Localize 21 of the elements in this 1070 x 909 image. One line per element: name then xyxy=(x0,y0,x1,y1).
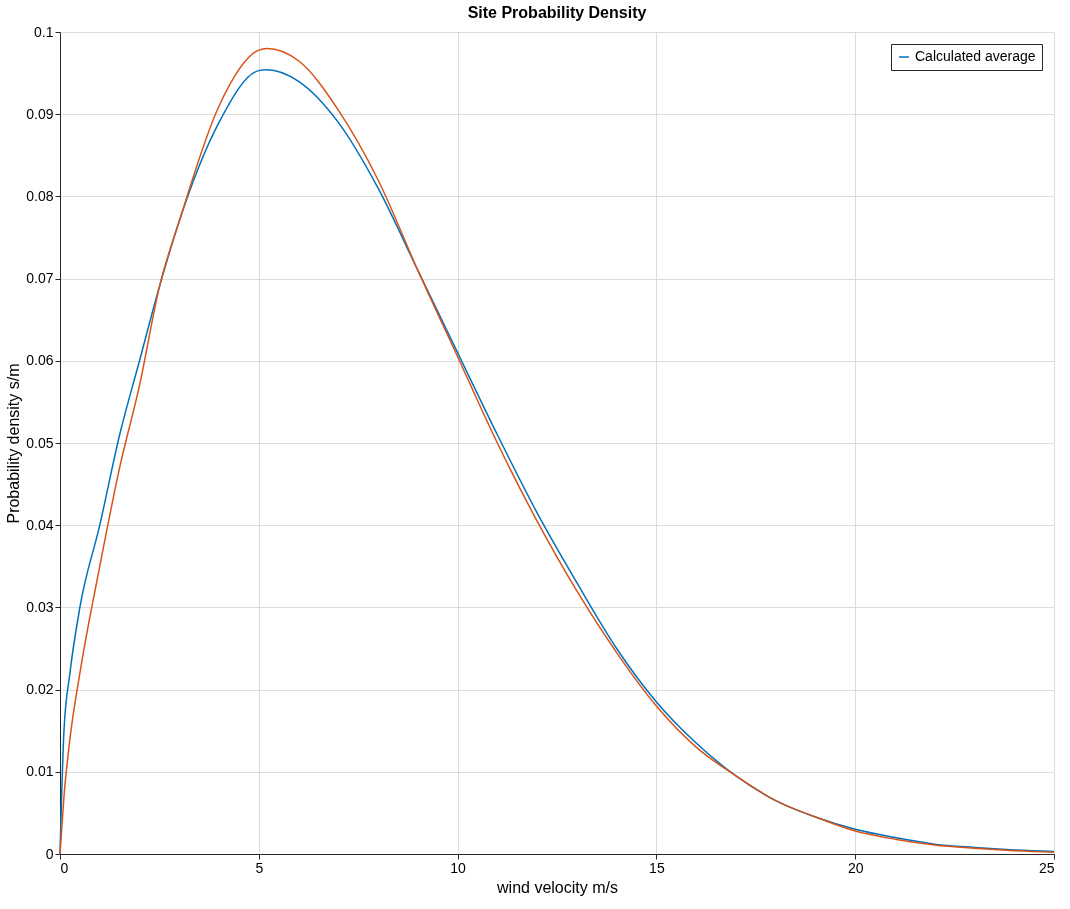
x-tick-label: 25 xyxy=(1038,859,1055,876)
y-tick-label: 0.07 xyxy=(26,270,54,287)
y-tick-label: 0.02 xyxy=(26,681,54,698)
x-tick-label: 10 xyxy=(450,859,467,876)
x-tick-label: 20 xyxy=(847,859,864,876)
y-tick-label: 0.01 xyxy=(26,763,54,780)
chart-title: Site Probability Density xyxy=(467,4,647,21)
x-axis-title: wind velocity m/s xyxy=(496,878,618,896)
y-tick-label: 0.04 xyxy=(26,516,54,533)
x-tick-label: 15 xyxy=(649,859,665,876)
y-tick-label: 0.08 xyxy=(26,187,54,204)
x-tick-label: 0 xyxy=(60,859,69,876)
y-tick-label: 0.1 xyxy=(34,23,54,40)
y-tick-label: 0.09 xyxy=(26,105,54,122)
y-tick-label: 0.06 xyxy=(26,352,54,369)
y-tick-label: 0.05 xyxy=(26,434,54,451)
x-tick-label: 5 xyxy=(255,859,264,876)
legend-label: Calculated average xyxy=(915,48,1036,64)
y-axis-title: Probability density s/m xyxy=(5,363,23,524)
y-tick-label: 0 xyxy=(45,845,54,862)
y-tick-label: 0.03 xyxy=(26,598,54,615)
